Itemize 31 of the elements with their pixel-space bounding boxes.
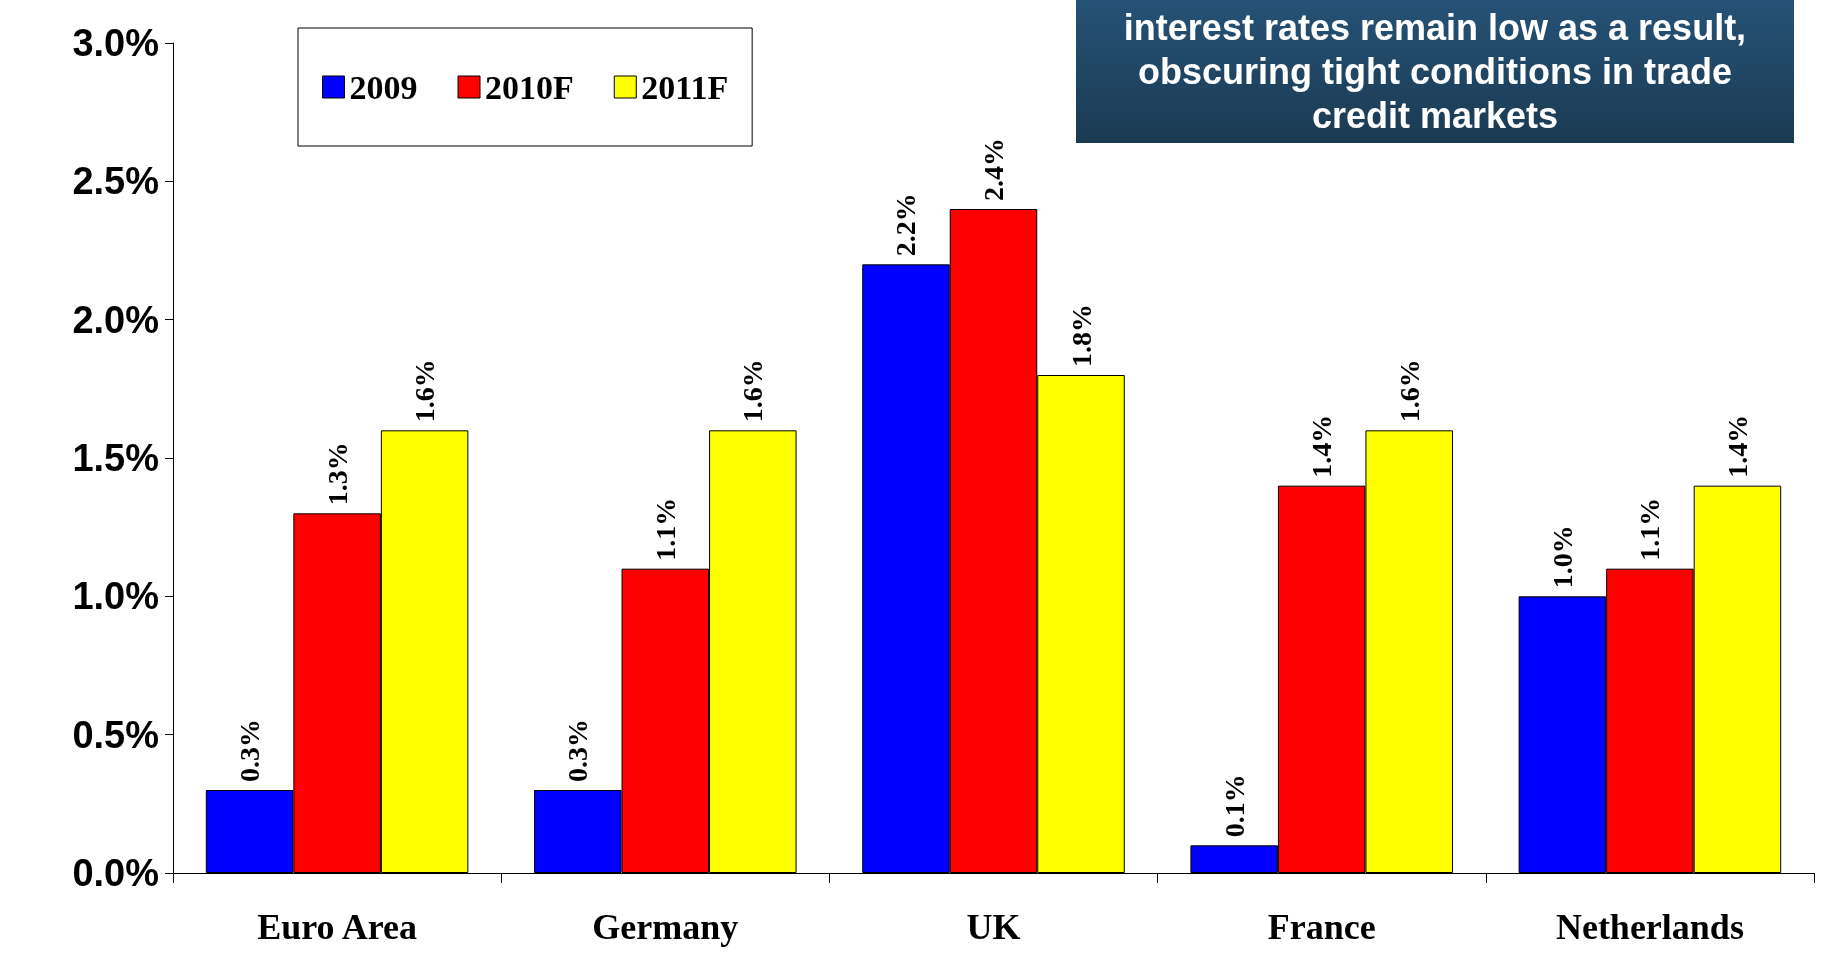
data-label: 1.6% — [737, 359, 769, 423]
y-tick-label: 2.5% — [72, 160, 159, 203]
data-label: 0.3% — [234, 719, 266, 782]
data-label: 2.4% — [978, 138, 1009, 201]
x-tick-label: Euro Area — [257, 907, 417, 947]
x-tick-label: UK — [966, 907, 1021, 947]
data-label: 1.4% — [1306, 414, 1338, 478]
data-label: 1.4% — [1721, 414, 1753, 478]
x-tick-label: France — [1267, 907, 1376, 947]
x-tick-label: Netherlands — [1555, 907, 1744, 947]
data-label: 1.0% — [1546, 525, 1578, 589]
data-label: 1.1% — [1634, 497, 1666, 561]
y-tick-label: 1.0% — [72, 575, 159, 618]
legend-label: 2011F — [641, 68, 729, 106]
x-tick-label: Germany — [592, 907, 739, 947]
y-tick-label: 0.0% — [72, 852, 159, 894]
y-tick-label: 2.0% — [72, 298, 159, 341]
legend-label: 2009 — [349, 68, 418, 106]
y-tick-label: 1.5% — [72, 437, 159, 479]
data-label: 1.8% — [1065, 304, 1097, 367]
data-label: 2.2% — [890, 193, 922, 257]
data-label: 1.1% — [649, 497, 681, 561]
data-label: 0.3% — [562, 719, 594, 782]
data-label: 0.1% — [1218, 774, 1250, 838]
y-tick-label: 3.0% — [72, 22, 159, 64]
data-label: 1.6% — [1393, 359, 1425, 423]
note-box: interest rates remain low as a result, obscuring tight conditions in trade credit markets — [1076, 0, 1794, 143]
data-label: 1.6% — [409, 359, 441, 423]
data-label: 1.3% — [321, 442, 353, 506]
legend-label: 2010F — [485, 68, 574, 106]
y-tick-label: 0.5% — [72, 713, 159, 756]
